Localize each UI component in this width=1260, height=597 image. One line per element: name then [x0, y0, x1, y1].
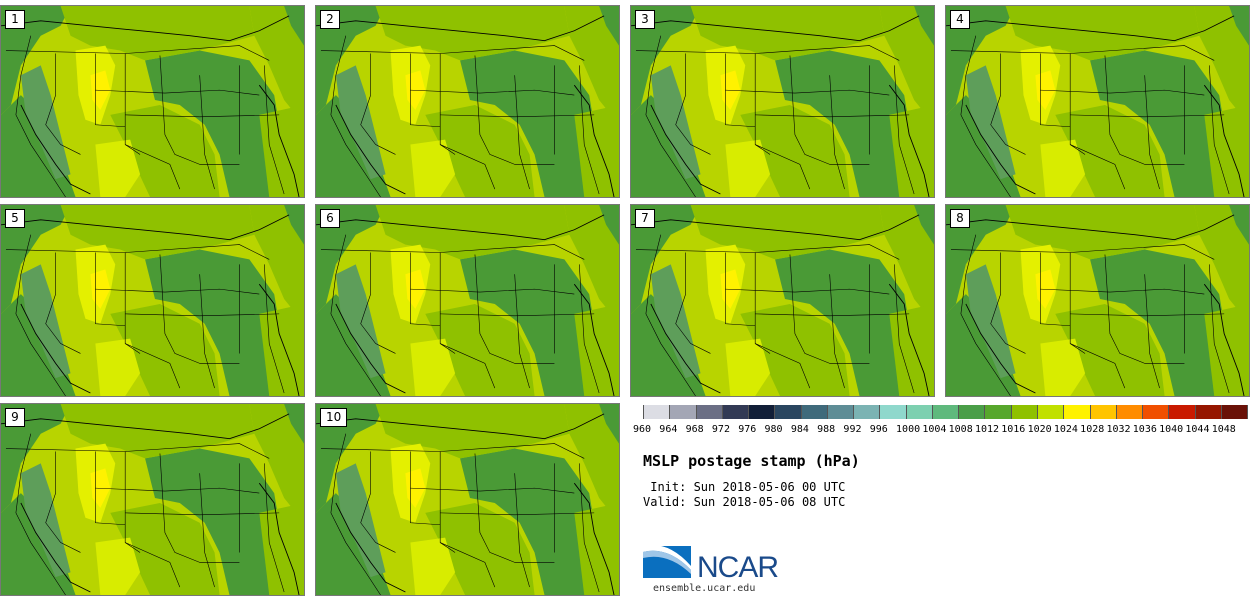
colorbar-tick-label: 1032: [1106, 424, 1131, 435]
pressure-map: [946, 205, 1249, 396]
colorbar-swatch: [959, 405, 986, 419]
ensemble-member-panel[interactable]: 4: [945, 5, 1250, 198]
ncar-logo-text: NCAR: [697, 551, 779, 584]
colorbar-tick-label: 1024: [1053, 424, 1078, 435]
colorbar-tick-label: 960: [633, 424, 652, 435]
ensemble-member-panel[interactable]: 6: [315, 204, 620, 397]
colorbar-tick-label: 1020: [1027, 424, 1052, 435]
colorbar-swatch: [906, 405, 933, 419]
member-number: 8: [950, 209, 970, 228]
colorbar-swatch: [1116, 405, 1144, 419]
colorbar-tick-label: 972: [711, 424, 730, 435]
ensemble-member-panel[interactable]: 2: [315, 5, 620, 198]
member-number: 9: [5, 408, 25, 427]
colorbar-tick-label: 1004: [922, 424, 947, 435]
colorbar-swatch: [1143, 405, 1170, 419]
colorbar-tick-label: 1040: [1159, 424, 1184, 435]
valid-time: Valid: Sun 2018-05-06 08 UTC: [643, 495, 846, 509]
ensemble-member-panel[interactable]: 8: [945, 204, 1250, 397]
colorbar-swatch: [1064, 405, 1091, 419]
ensemble-member-panel[interactable]: 7: [630, 204, 935, 397]
colorbar-tick-label: 1048: [1211, 424, 1236, 435]
ensemble-member-panel[interactable]: 3: [630, 5, 935, 198]
ensemble-member-panel[interactable]: 10: [315, 403, 620, 596]
colorbar-tick-label: 984: [790, 424, 809, 435]
colorbar-tick-label: 992: [843, 424, 862, 435]
colorbar-swatch: [775, 405, 802, 419]
colorbar-swatch: [1221, 405, 1249, 419]
init-time: Init: Sun 2018-05-06 00 UTC: [643, 480, 846, 494]
colorbar-tick-label: 1016: [1001, 424, 1026, 435]
colorbar-swatch: [880, 405, 907, 419]
colorbar-tick-label: 1012: [974, 424, 1000, 435]
colorbar-swatch: [854, 405, 881, 419]
colorbar-swatch: [643, 405, 671, 419]
pressure-map: [631, 205, 934, 396]
colorbar-tick-label: 1028: [1080, 424, 1105, 435]
colorbar-swatch: [749, 405, 776, 419]
pressure-map: [1, 6, 304, 197]
member-number: 5: [5, 209, 25, 228]
colorbar-swatch: [985, 405, 1012, 419]
colorbar-swatch: [670, 405, 697, 419]
site-url[interactable]: ensemble.ucar.edu: [653, 583, 756, 594]
ensemble-member-panel[interactable]: 9: [0, 403, 305, 596]
pressure-map: [631, 6, 934, 197]
ncar-logo-icon: [643, 544, 691, 578]
pressure-map: [946, 6, 1249, 197]
pressure-map: [316, 404, 619, 595]
colorbar-swatch: [722, 405, 750, 419]
member-number: 2: [320, 10, 340, 29]
colorbar-tick-label: 1000: [896, 424, 921, 435]
chart-title: MSLP postage stamp (hPa): [643, 452, 860, 470]
colorbar-tick-label: 976: [738, 424, 757, 435]
ensemble-member-panel[interactable]: 5: [0, 204, 305, 397]
member-number: 7: [635, 209, 655, 228]
colorbar-swatch: [827, 405, 855, 419]
member-number: 6: [320, 209, 340, 228]
member-number: 1: [5, 10, 25, 29]
colorbar-swatch: [932, 405, 960, 419]
colorbar-tick-label: 1008: [948, 424, 973, 435]
colorbar-tick-label: 1044: [1185, 424, 1210, 435]
colorbar-swatch: [801, 405, 828, 419]
colorbar-tick-label: 996: [869, 424, 888, 435]
member-number: 4: [950, 10, 970, 29]
pressure-map: [316, 205, 619, 396]
colorbar-swatch: [1090, 405, 1117, 419]
colorbar-swatch: [1195, 405, 1222, 419]
colorbar-swatch: [1037, 405, 1065, 419]
member-number: 10: [320, 408, 348, 427]
colorbar-tick-label: 988: [817, 424, 836, 435]
colorbar-tick-label: 964: [659, 424, 678, 435]
colorbar-swatch: [696, 405, 723, 419]
colorbar-ticks: 960 964 968 972 976 980 984 988 992 996 1000 1004 10…: [633, 424, 1248, 438]
pressure-map: [1, 205, 304, 396]
colorbar-tick-label: 1036: [1132, 424, 1157, 435]
pressure-colorbar: [643, 405, 1249, 419]
colorbar-tick-label: 980: [764, 424, 783, 435]
colorbar-swatch: [1011, 405, 1038, 419]
pressure-map: [1, 404, 304, 595]
member-number: 3: [635, 10, 655, 29]
ensemble-member-panel[interactable]: 1: [0, 5, 305, 198]
pressure-map: [316, 6, 619, 197]
colorbar-swatch: [1169, 405, 1196, 419]
colorbar-tick-label: 968: [685, 424, 704, 435]
